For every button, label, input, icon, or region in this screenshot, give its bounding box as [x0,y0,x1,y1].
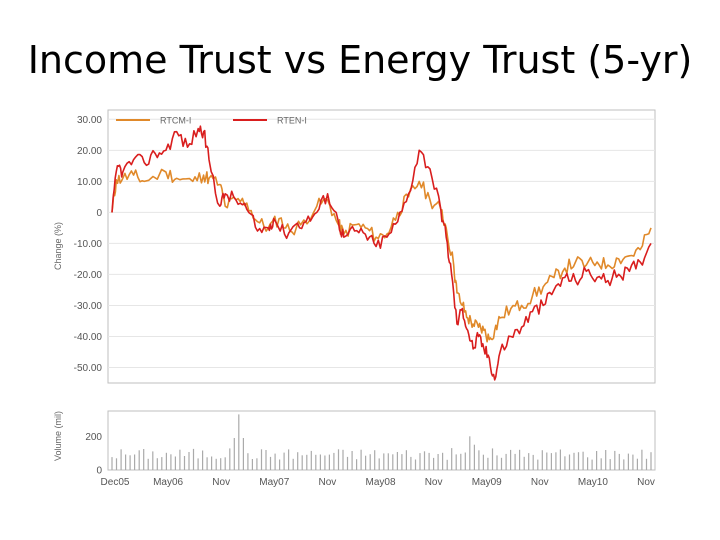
x-tick-label: May08 [365,477,395,488]
x-tick-label: Nov [531,477,549,488]
y-tick-label: -40.00 [74,332,103,343]
y-tick-label: 20.00 [77,146,102,157]
x-tick-label: Nov [212,477,230,488]
volume-plot-area [107,410,656,471]
y-tick-label: -10.00 [74,239,103,250]
x-tick-label: Nov [637,477,655,488]
y-tick-label: -50.00 [74,363,103,374]
x-tick-label: Dec05 [101,477,130,488]
grid-lines [108,118,655,368]
x-tick-label: May06 [153,477,183,488]
x-axis-ticks: Dec05 May06 Nov May07 Nov May08 Nov May09 Nov May… [101,477,655,488]
slide-title: Income Trust vs Energy Trust (5-yr) [27,38,693,82]
x-tick-label: Nov [319,477,337,488]
y-tick-label: 30.00 [77,115,102,126]
volume-y-tick-label: 200 [85,432,102,443]
series-line [111,125,652,381]
volume-y-axis-ticks: 0 200 [85,432,102,477]
volume-y-tick-label: 0 [96,466,102,477]
volume-bars [111,414,652,470]
legend-label: RTCM-I [160,116,191,126]
y-axis-ticks: 30.00 20.00 10.00 0 -10.00 -20.00 -30.00 -40.00… [74,115,103,374]
volume-plot-frame [107,410,656,471]
y-tick-label: 0 [96,208,102,219]
y-tick-label: -30.00 [74,301,103,312]
series-line [111,168,652,343]
x-tick-label: Nov [425,477,443,488]
y-tick-label: -20.00 [74,270,103,281]
x-tick-label: May10 [578,477,608,488]
y-axis-title: Change (%) [53,222,63,270]
x-tick-label: May09 [472,477,502,488]
legend-label: RTEN-I [277,116,307,126]
volume-axis-title: Volume (mil) [53,411,63,461]
series-lines [111,125,652,381]
legend: RTCM-I RTEN-I [116,116,307,126]
y-tick-label: 10.00 [77,177,102,188]
x-tick-label: May07 [259,477,289,488]
